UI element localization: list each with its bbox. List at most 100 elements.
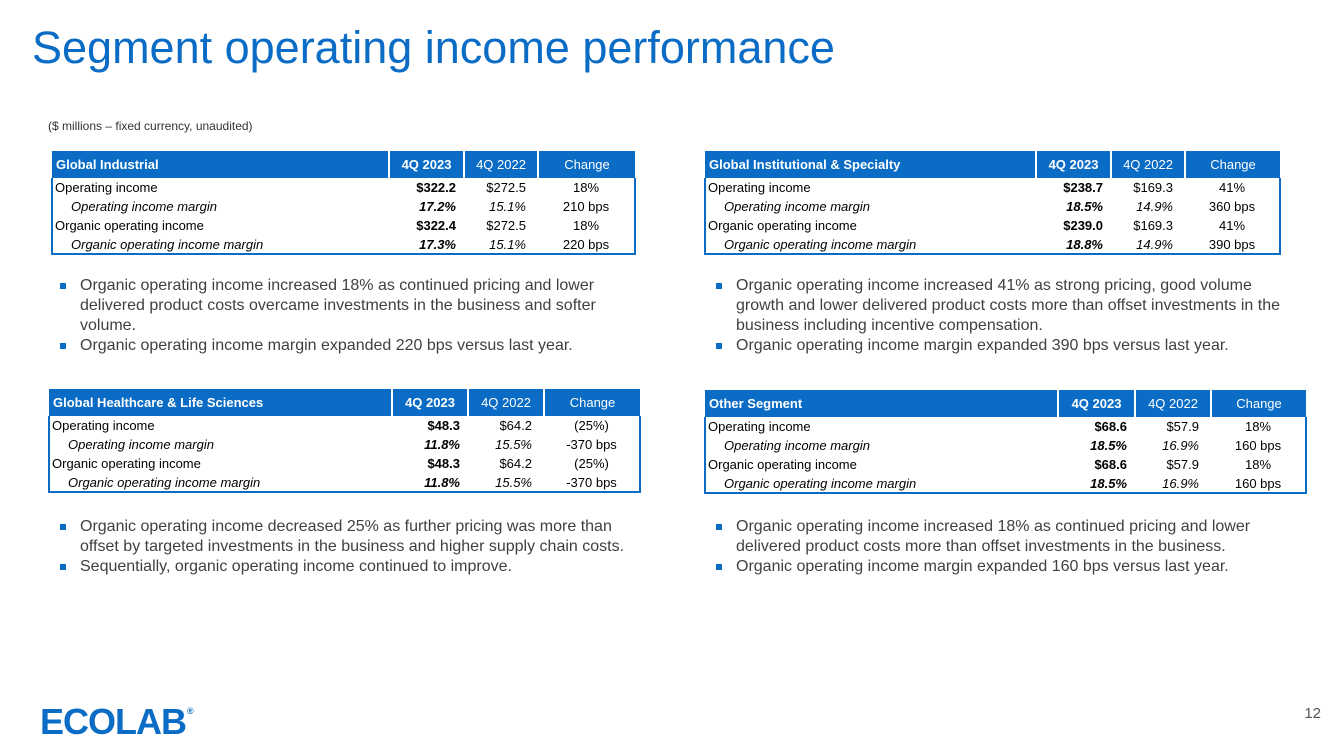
table-header-prior: 4Q 2022: [463, 151, 538, 178]
other-commentary: Organic operating income increased 18% a…: [706, 517, 1291, 577]
bullet-square-icon: [716, 343, 722, 349]
current-value: 18.5%: [1090, 438, 1127, 453]
change-value: 210 bps: [562, 199, 610, 214]
prior-value: 16.9%: [1162, 475, 1199, 491]
row-label: Operating income margin: [724, 438, 870, 453]
logo-wordmark: ECOLAB: [40, 701, 187, 742]
table-row: Operating income $238.7 $169.3 41%: [705, 178, 1280, 197]
prior-value: 14.9%: [1136, 199, 1173, 214]
table-row: Operating income margin 18.5% 14.9% 360 …: [705, 197, 1280, 216]
row-label: Organic operating income: [708, 457, 857, 472]
registered-mark: ®: [187, 706, 194, 716]
change-value: 360 bps: [1208, 199, 1256, 214]
table-row: Operating income margin 17.2% 15.1% 210 …: [52, 197, 635, 216]
table-row: Operating income $322.2 $272.5 18%: [52, 178, 635, 197]
bullet-square-icon: [716, 283, 722, 289]
table-header-current: 4Q 2023: [391, 389, 468, 416]
ecolab-logo: ECOLAB ®: [40, 704, 194, 740]
current-value: $322.4: [416, 218, 456, 233]
prior-value: $64.2: [499, 418, 532, 433]
current-value: $48.3: [427, 418, 460, 433]
list-item: Sequentially, organic operating income c…: [50, 557, 625, 577]
list-item: Organic operating income increased 18% a…: [706, 517, 1291, 557]
row-label: Organic operating income margin: [724, 236, 917, 252]
prior-value: 14.9%: [1136, 236, 1173, 252]
row-label: Operating income: [708, 419, 811, 434]
row-label: Organic operating income: [708, 218, 857, 233]
change-value: (25%): [574, 418, 609, 433]
table-header-change: Change: [1184, 151, 1280, 178]
change-value: 18%: [1244, 419, 1272, 434]
row-label: Operating income: [708, 180, 811, 195]
table-header-segment: Global Institutional & Specialty: [705, 151, 1036, 178]
current-value: 11.8%: [424, 437, 460, 452]
current-value: 18.5%: [1090, 475, 1127, 491]
table-row: Operating income $48.3 $64.2 (25%): [49, 416, 640, 435]
row-label: Organic operating income: [55, 218, 204, 233]
change-value: 41%: [1218, 218, 1246, 233]
change-value: 18%: [572, 180, 600, 195]
change-value: -370 bps: [566, 474, 617, 490]
global-institutional-table: Global Institutional & Specialty 4Q 2023…: [704, 151, 1281, 255]
table-row: Operating income $68.6 $57.9 18%: [705, 417, 1306, 436]
prior-value: $57.9: [1166, 419, 1199, 434]
list-item: Organic operating income margin expanded…: [50, 336, 620, 356]
industrial-commentary: Organic operating income increased 18% a…: [50, 276, 620, 356]
change-value: (25%): [574, 456, 609, 471]
row-label: Operating income margin: [71, 199, 217, 214]
bullet-square-icon: [60, 283, 66, 289]
change-value: 18%: [1244, 457, 1272, 472]
list-item: Organic operating income margin expanded…: [706, 336, 1296, 356]
prior-value: $57.9: [1166, 457, 1199, 472]
prior-value: 16.9%: [1162, 438, 1199, 453]
institutional-commentary: Organic operating income increased 41% a…: [706, 276, 1296, 356]
bullet-square-icon: [60, 524, 66, 530]
prior-value: 15.5%: [495, 437, 532, 452]
change-value: 160 bps: [1234, 438, 1282, 453]
current-value: $48.3: [427, 456, 460, 471]
units-note: ($ millions – fixed currency, unaudited): [48, 119, 253, 133]
table-header-change: Change: [537, 151, 635, 178]
change-value: 18%: [572, 218, 600, 233]
table-header-current: 4Q 2023: [1035, 151, 1111, 178]
table-header-prior: 4Q 2022: [1110, 151, 1185, 178]
table-header-change: Change: [543, 389, 640, 416]
row-label: Operating income margin: [68, 437, 214, 452]
bullet-square-icon: [60, 564, 66, 570]
row-label: Organic operating income margin: [724, 475, 917, 491]
list-item: Organic operating income increased 18% a…: [50, 276, 620, 336]
prior-value: 15.1%: [489, 199, 526, 214]
table-row: Organic operating income $322.4 $272.5 1…: [52, 216, 635, 235]
current-value: $68.6: [1094, 419, 1127, 434]
healthcare-commentary: Organic operating income decreased 25% a…: [50, 517, 625, 577]
table-row: Organic operating income $48.3 $64.2 (25…: [49, 454, 640, 473]
table-row: Organic operating income margin 18.5% 16…: [705, 474, 1306, 493]
bullet-square-icon: [716, 564, 722, 570]
other-segment-table: Other Segment 4Q 2023 4Q 2022 Change Ope…: [704, 390, 1307, 494]
table-header-segment: Global Healthcare & Life Sciences: [49, 389, 392, 416]
table-row: Organic operating income margin 11.8% 15…: [49, 473, 640, 492]
table-row: Organic operating income $68.6 $57.9 18%: [705, 455, 1306, 474]
change-value: 41%: [1218, 180, 1246, 195]
row-label: Operating income margin: [724, 199, 870, 214]
table-header-prior: 4Q 2022: [1134, 390, 1211, 417]
table-row: Operating income margin 18.5% 16.9% 160 …: [705, 436, 1306, 455]
current-value: $322.2: [416, 180, 456, 195]
current-value: 18.5%: [1066, 199, 1103, 214]
table-row: Organic operating income margin 17.3% 15…: [52, 235, 635, 254]
table-row: Operating income margin 11.8% 15.5% -370…: [49, 435, 640, 454]
list-item: Organic operating income margin expanded…: [706, 557, 1291, 577]
global-industrial-table: Global Industrial 4Q 2023 4Q 2022 Change…: [51, 151, 636, 255]
list-item: Organic operating income decreased 25% a…: [50, 517, 625, 557]
prior-value: $272.5: [486, 180, 526, 195]
current-value: 17.3%: [419, 236, 456, 252]
table-header-segment: Global Industrial: [52, 151, 389, 178]
change-value: 220 bps: [562, 236, 610, 252]
change-value: 160 bps: [1234, 475, 1282, 491]
prior-value: $169.3: [1133, 180, 1173, 195]
change-value: -370 bps: [566, 437, 617, 452]
row-label: Organic operating income: [52, 456, 201, 471]
current-value: 18.8%: [1066, 236, 1103, 252]
current-value: $239.0: [1063, 218, 1103, 233]
table-row: Organic operating income margin 18.8% 14…: [705, 235, 1280, 254]
